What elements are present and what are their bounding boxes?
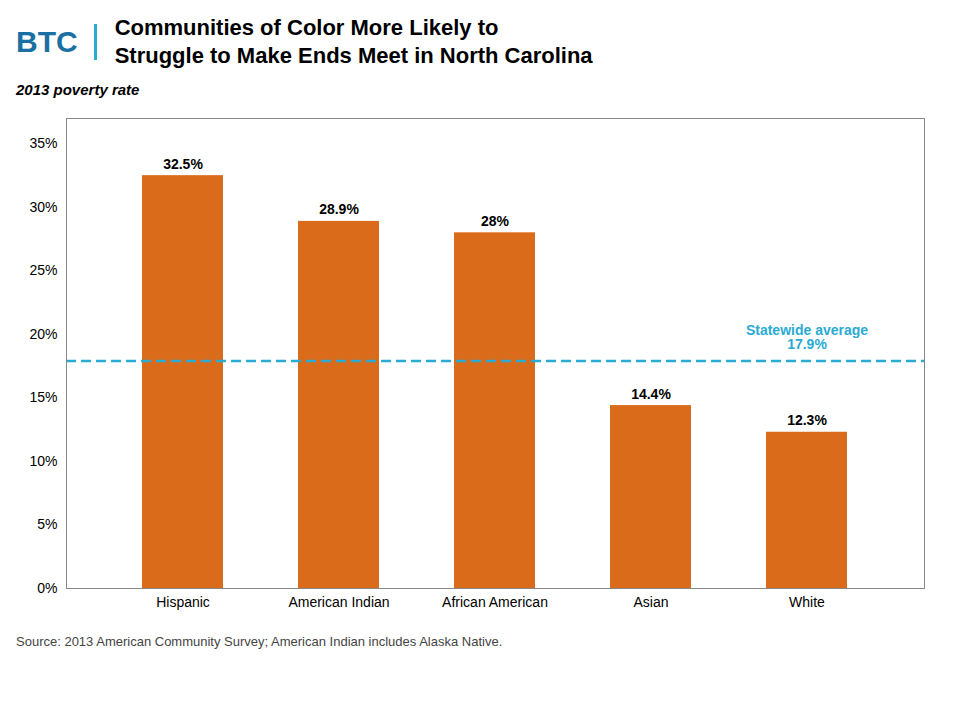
svg-text:28.9%: 28.9% <box>319 201 359 217</box>
svg-text:White: White <box>789 594 825 610</box>
svg-text:10%: 10% <box>29 453 57 469</box>
svg-text:American Indian: American Indian <box>288 594 389 610</box>
svg-text:5%: 5% <box>37 516 57 532</box>
svg-text:30%: 30% <box>29 199 57 215</box>
svg-text:25%: 25% <box>29 262 57 278</box>
svg-text:35%: 35% <box>29 135 57 151</box>
svg-text:14.4%: 14.4% <box>631 386 671 402</box>
svg-text:Asian: Asian <box>633 594 668 610</box>
svg-text:28%: 28% <box>481 213 510 229</box>
html-text:BTC: BTC <box>16 24 78 58</box>
svg-text:32.5%: 32.5% <box>163 156 203 172</box>
svg-text:Statewide average17.9%: Statewide average17.9% <box>746 322 868 352</box>
svg-text:20%: 20% <box>29 326 57 342</box>
svg-text:12.3%: 12.3% <box>787 412 827 428</box>
svg-text:African American: African American <box>442 594 548 610</box>
svg-text:Hispanic: Hispanic <box>156 594 210 610</box>
svg-text:0%: 0% <box>37 580 57 596</box>
html-text:Source: 2013 American Communit: Source: 2013 American Community Survey; … <box>16 634 503 649</box>
html-text:Communities of Color More Like: Communities of Color More Likely to Stru… <box>114 15 593 68</box>
svg-text:15%: 15% <box>29 389 57 405</box>
html-text:2013 poverty rate: 2013 poverty rate <box>16 81 140 98</box>
